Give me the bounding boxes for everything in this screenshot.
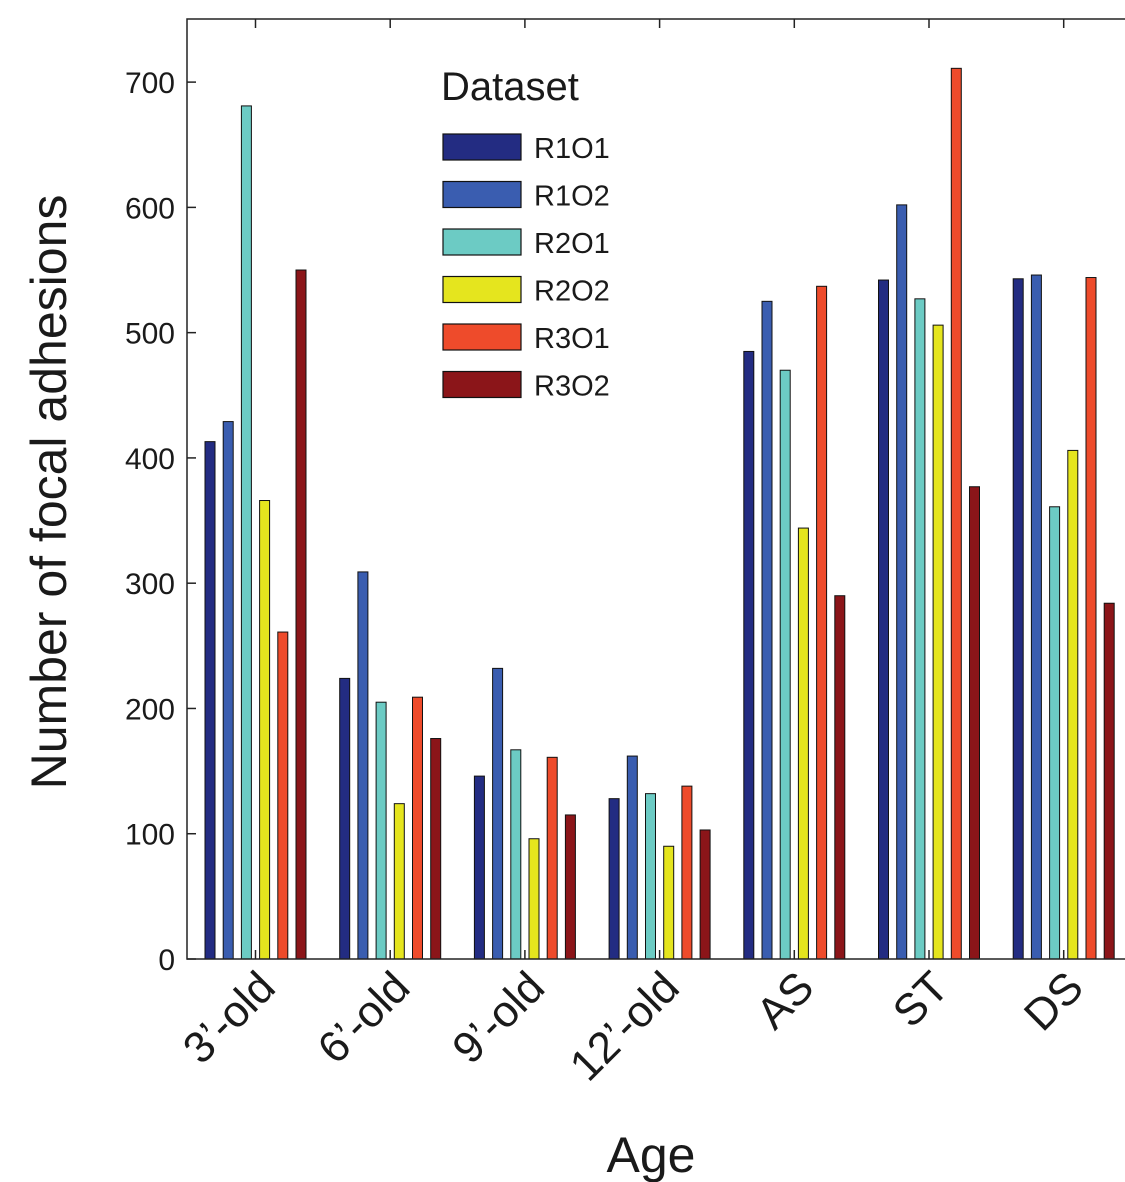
x-tick-label: 9’-old (443, 962, 554, 1073)
y-tick-label: 0 (158, 944, 175, 977)
legend-title: Dataset (441, 65, 579, 109)
bar-r1o2-5 (896, 204, 908, 960)
legend-label-r2o1: R2O1 (534, 228, 610, 260)
legend-label-r3o2: R3O2 (534, 371, 610, 403)
y-tick-label: 600 (125, 192, 175, 225)
bar-r1o2-0 (222, 421, 234, 960)
legend-label-r3o1: R3O1 (534, 323, 610, 355)
legend-swatch-r3o1 (442, 323, 522, 351)
bar-r2o1-4 (779, 369, 791, 960)
bar-r3o1-6 (1085, 277, 1097, 960)
bar-r3o1-2 (546, 756, 558, 960)
bar-r1o1-1 (339, 677, 351, 960)
bar-r2o2-3 (663, 845, 675, 960)
bar-r3o2-5 (969, 486, 980, 960)
bar-r2o1-3 (645, 793, 656, 960)
bar-r1o2-3 (626, 755, 638, 960)
bar-r1o1-5 (878, 279, 889, 960)
x-tick-label: ST (884, 962, 958, 1036)
legend-swatch-r1o1 (442, 133, 522, 161)
bars-group (204, 67, 1115, 960)
bar-r3o2-3 (699, 829, 711, 960)
legend-label-r1o2: R1O2 (534, 181, 610, 213)
legend-label-r2o2: R2O2 (534, 276, 610, 308)
bar-r2o2-0 (259, 500, 271, 960)
bar-r2o2-6 (1067, 449, 1079, 960)
bar-r2o2-4 (797, 527, 809, 960)
bar-r3o1-3 (681, 785, 693, 960)
bar-r2o1-2 (510, 749, 522, 960)
y-tick-label: 700 (125, 67, 175, 100)
x-tick-label: 12’-old (561, 962, 689, 1090)
x-tick-label: DS (1015, 962, 1093, 1040)
bar-r1o2-6 (1030, 274, 1042, 960)
plot-frame (186, 18, 1125, 960)
bar-r1o2-1 (357, 571, 369, 960)
bar-r1o1-4 (743, 350, 755, 960)
bar-r3o1-1 (412, 696, 423, 960)
bar-r3o1-0 (277, 631, 289, 960)
y-tick-label: 200 (125, 693, 175, 726)
bar-r2o2-5 (932, 324, 944, 960)
bar-r1o1-3 (608, 798, 620, 960)
legend-swatch-r1o2 (442, 180, 522, 209)
y-tick-label: 500 (125, 318, 175, 351)
bar-r2o1-1 (375, 701, 387, 960)
bar-r3o2-2 (564, 814, 576, 960)
x-tick-label: 3’-old (174, 962, 285, 1073)
axes-group (186, 18, 1125, 960)
legend-swatch-r3o2 (442, 370, 522, 399)
y-axis-title: Number of focal adhesions (21, 195, 77, 790)
bar-r1o1-2 (473, 775, 485, 960)
bar-r3o1-5 (950, 67, 962, 960)
legend-swatch-r2o2 (442, 275, 522, 304)
legend: Dataset R1O1 R1O2 R2O1 R2O2 R3O1 R3O2 (441, 65, 610, 403)
bar-r3o1-4 (816, 285, 828, 960)
x-tick-label: AS (747, 962, 823, 1038)
bar-r2o1-0 (240, 105, 252, 960)
bar-r3o2-0 (295, 269, 307, 960)
bar-r2o2-1 (393, 803, 405, 960)
bar-r3o2-1 (430, 738, 442, 960)
bar-r3o2-4 (834, 595, 846, 960)
bar-r1o1-0 (204, 441, 216, 960)
bar-r2o1-5 (914, 298, 926, 960)
x-axis-title: Age (607, 1127, 696, 1182)
y-tick-label: 300 (125, 568, 175, 601)
bar-r3o2-6 (1103, 602, 1115, 960)
legend-swatch-r2o1 (442, 228, 522, 256)
y-axis-ticks: 0 100 200 300 400 500 600 700 (125, 67, 196, 977)
bar-r1o1-6 (1012, 278, 1024, 960)
bar-r2o1-6 (1049, 506, 1061, 960)
x-tick-label: 6’-old (309, 962, 420, 1073)
y-tick-label: 100 (125, 819, 175, 852)
bar-r2o2-2 (528, 838, 540, 960)
y-tick-label: 400 (125, 443, 175, 476)
legend-label-r1o1: R1O1 (534, 133, 610, 165)
bar-r1o2-2 (492, 667, 504, 960)
bar-r1o2-4 (761, 300, 773, 960)
